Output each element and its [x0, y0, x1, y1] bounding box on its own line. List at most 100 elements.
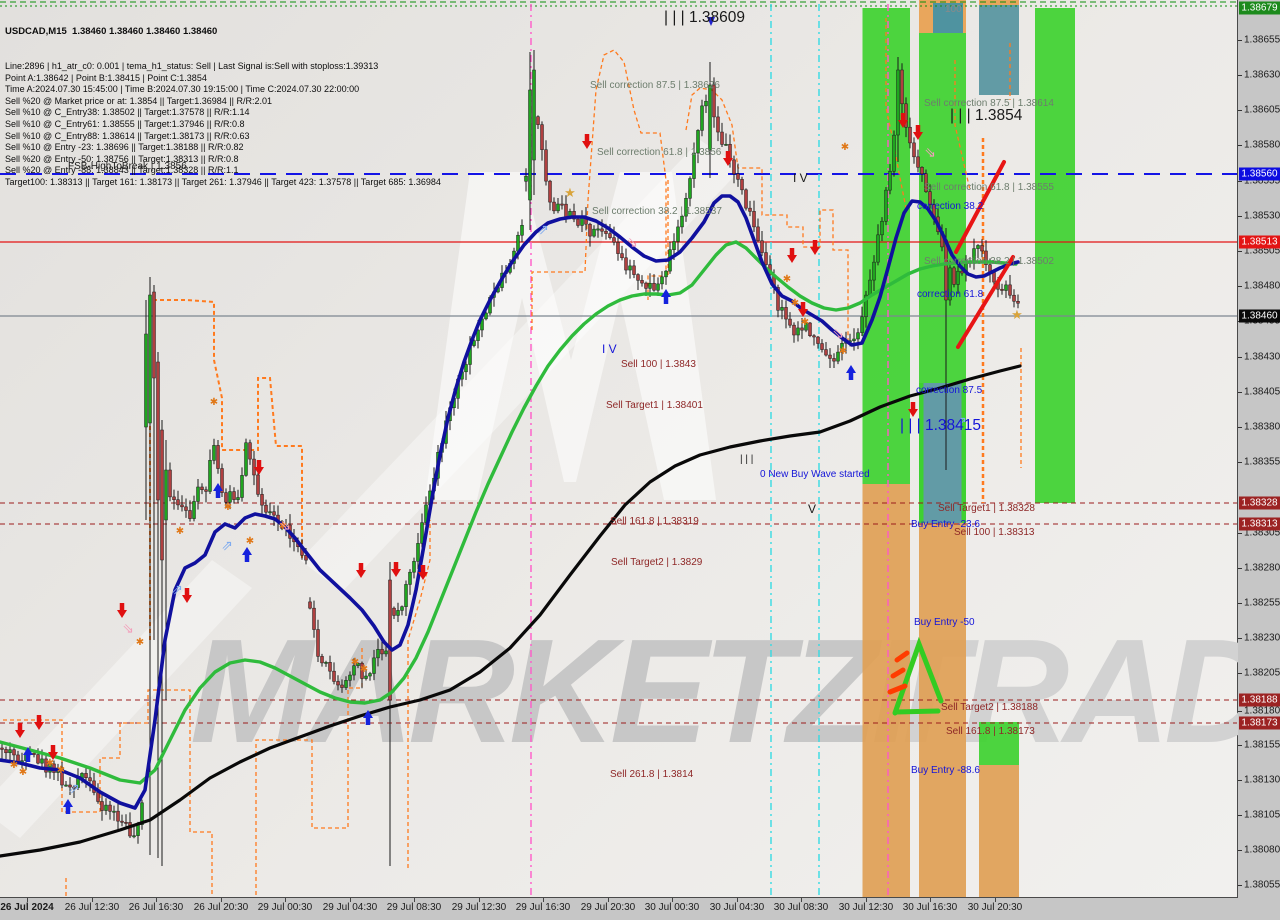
asterisk-icon: ✱ [176, 526, 184, 537]
axis-tick [543, 898, 544, 902]
asterisk-icon: ✱ [19, 767, 27, 778]
triangle-pattern-red [887, 683, 908, 695]
annotation-label: Sell 100 | 1.3843 [621, 359, 696, 370]
annotation-label: Sell 161.8 | 1.38173 [946, 726, 1035, 737]
price-tick-label: 1.38305 [1244, 527, 1280, 539]
annotation-label: Sell correction 87.5 | 1.38614 [924, 98, 1054, 109]
axis-tick [801, 898, 802, 902]
time-axis[interactable]: 26 Jul 2024 26 Jul 12:30 26 Jul 16:30 26 Ju… [0, 898, 1280, 920]
annotation-label: Buy Entry -88.6 [911, 765, 980, 776]
axis-tick [414, 898, 415, 902]
sell-arrow-icon [418, 572, 428, 580]
ma-blue [0, 194, 1020, 810]
se-arrow-icon: ⇘ [832, 326, 844, 342]
annotation-label: I V [602, 342, 617, 356]
info-line: Sell %10 @ C_Entry61: 1.38555 || Target:… [5, 118, 245, 129]
time-tick-label: 30 Jul 12:30 [838, 902, 894, 913]
axis-tick [1238, 780, 1242, 781]
axis-tick [1238, 427, 1242, 428]
info-line: Time A:2024.07.30 15:45:00 | Time B:2024… [5, 84, 360, 95]
price-badge: 1.38173 [1239, 716, 1280, 730]
asterisk-icon: ✱ [360, 664, 368, 675]
info-line: Point A:1.38642 | Point B:1.38415 | Poin… [5, 72, 207, 83]
se-arrow-icon: ⇘ [626, 235, 638, 251]
annotation-label: Sell correction 38.2 | 1.38537 [592, 206, 722, 217]
price-tick-label: 1.38180 [1244, 705, 1280, 717]
axis-tick [737, 898, 738, 902]
band-inner-teal [933, 3, 963, 33]
annotation-label: 100 [945, 4, 962, 15]
axis-tick [27, 898, 28, 902]
axis-tick [672, 898, 673, 902]
annotation-label: Sell correction 61.8 | 1.38555 [924, 182, 1054, 193]
price-badge: 1.38188 [1239, 693, 1280, 707]
axis-tick [930, 898, 931, 902]
info-line: Sell %20 @ Entry -50: 1.38756 || Target:… [5, 153, 239, 164]
ne-arrow-icon: ⇗ [171, 582, 183, 598]
asterisk-icon: ✱ [839, 346, 847, 357]
trendline[interactable] [954, 160, 1006, 254]
ne-arrow-icon: ⇗ [221, 538, 233, 554]
time-tick-label: 30 Jul 16:30 [902, 902, 958, 913]
envelope-line [531, 49, 667, 330]
signal-band [979, 5, 1019, 95]
asterisk-icon: ✱ [246, 536, 254, 547]
envelope-line [407, 520, 431, 868]
price-badge: 1.38328 [1239, 496, 1280, 510]
asterisk-icon: ✱ [136, 637, 144, 648]
triangle-pattern-red [894, 650, 910, 663]
chart-plot-area[interactable]: MARKETZI TRADE ★★✱✱✱✱✱✱✱✱✱✱✱✱✱✱✱✱✱⇗⇗⇗⇗⇗⇘… [0, 0, 1280, 898]
price-tick-label: 1.38380 [1244, 421, 1280, 433]
price-badge: 1.38513 [1239, 235, 1280, 249]
sell-arrow-icon [356, 570, 366, 578]
sell-arrow-icon [254, 467, 264, 475]
axis-tick [1238, 850, 1242, 851]
price-axis[interactable]: 1.38655 1.38630 1.38605 1.38580 1.38555 1.385… [1238, 0, 1280, 897]
price-tick-label: 1.38055 [1244, 879, 1280, 891]
triangle-pattern [893, 708, 941, 715]
price-tick-label: 1.38280 [1244, 562, 1280, 574]
time-tick-label: 30 Jul 08:30 [773, 902, 829, 913]
price-tick-label: 1.38505 [1244, 245, 1280, 257]
info-line: Sell %10 @ C_Entry88: 1.38614 || Target:… [5, 130, 250, 141]
buy-arrow-icon [846, 365, 856, 373]
sell-arrow-icon [34, 722, 44, 730]
info-line: Sell %20 @ Market price or at: 1.3854 ||… [5, 95, 272, 106]
sell-arrow-icon [391, 569, 401, 577]
time-tick-label: 30 Jul 00:30 [644, 902, 700, 913]
sell-arrow-icon [48, 752, 58, 760]
annotation-label: correction 38.2 [917, 201, 984, 212]
axis-tick [1238, 145, 1242, 146]
trendline[interactable] [956, 255, 1015, 349]
caret-icon [707, 17, 715, 26]
sell-arrow-icon [15, 730, 25, 738]
axis-tick [1238, 885, 1242, 886]
axis-tick [1238, 462, 1242, 463]
sell-arrow-icon [182, 595, 192, 603]
annotation-label: V [808, 502, 817, 516]
chart-canvas[interactable]: ★★✱✱✱✱✱✱✱✱✱✱✱✱✱✱✱✱✱⇗⇗⇗⇗⇗⇘⇘⇘⇘⇘ [0, 0, 1237, 897]
asterisk-icon: ✱ [783, 274, 791, 285]
time-tick-label: 29 Jul 16:30 [515, 902, 571, 913]
buy-arrow-icon [63, 799, 73, 807]
price-badge: 1.38313 [1239, 517, 1280, 531]
sell-arrow-icon [798, 309, 808, 317]
price-tick-label: 1.38605 [1244, 104, 1280, 116]
symbol-title: USDCAD,M15 1.38460 1.38460 1.38460 1.384… [5, 26, 218, 38]
annotation-label: Buy Entry -50 [914, 617, 975, 628]
annotation-label: Sell Target1 | 1.38328 [938, 503, 1035, 514]
sell-arrow-icon [810, 247, 820, 255]
axis-tick [1238, 110, 1242, 111]
envelope-line [65, 878, 67, 897]
axis-tick [608, 898, 609, 902]
axis-tick [92, 898, 93, 902]
ma-slow-black [0, 364, 1022, 858]
axis-tick [1238, 638, 1242, 639]
ne-arrow-icon: ⇗ [537, 222, 549, 238]
band-edge [961, 383, 966, 523]
buy-arrow-icon [213, 483, 223, 491]
se-arrow-icon: ⇘ [279, 518, 291, 534]
asterisk-icon: ✱ [224, 502, 232, 513]
signal-band [979, 722, 1019, 765]
